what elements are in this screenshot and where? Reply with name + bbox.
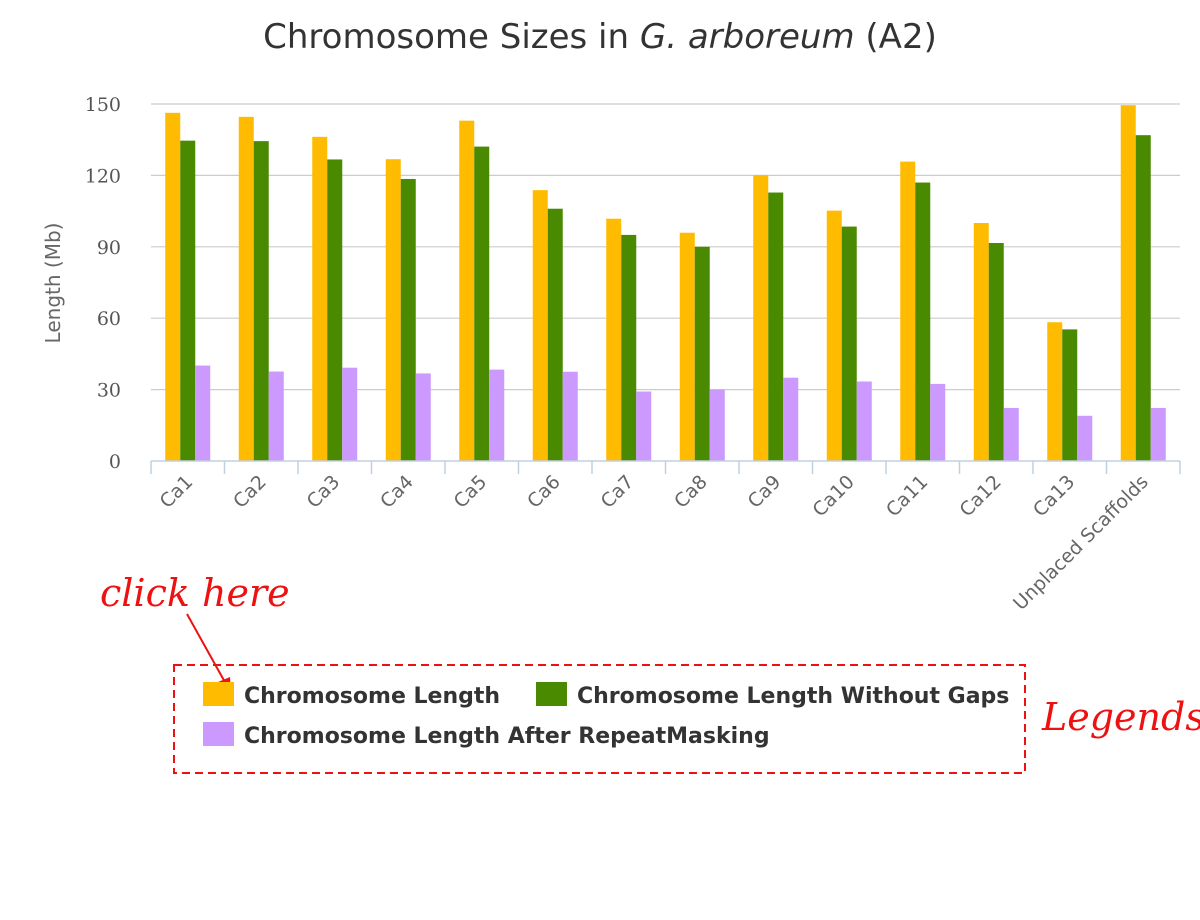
x-tick-label: Ca4 <box>376 471 418 513</box>
x-axis-ticks: Ca1 Ca2 Ca3 Ca4 Ca5 Ca6 Ca7 Ca8 Ca9 Ca10 Ca11 Ca12 C… <box>156 471 1153 615</box>
bar-repeatmasked-unplaced-scaffolds <box>1150 407 1166 461</box>
legend-label[interactable]: Chromosome Length Without Gaps <box>577 684 1009 709</box>
bar-without-gaps-ca5 <box>474 146 490 462</box>
bar-length-ca11 <box>900 161 916 461</box>
bar-length-ca8 <box>679 232 695 461</box>
legend-swatch[interactable] <box>203 722 234 746</box>
legend-label[interactable]: Chromosome Length <box>244 684 500 709</box>
bars <box>165 105 1166 462</box>
bar-without-gaps-ca4 <box>400 178 416 461</box>
bar-without-gaps-ca11 <box>915 182 931 462</box>
bar-without-gaps-ca13 <box>1062 329 1078 461</box>
x-tick-label: Ca13 <box>1029 471 1079 521</box>
chart-title-prefix: Chromosome Sizes in <box>263 17 640 57</box>
legend-label[interactable]: Chromosome Length After RepeatMasking <box>244 724 770 749</box>
x-tick-label: Ca6 <box>523 471 565 513</box>
annotations: click here Legends <box>100 571 1200 774</box>
bar-without-gaps-unplaced-scaffolds <box>1135 135 1151 462</box>
legend-callout-label: Legends <box>1041 695 1200 739</box>
bar-length-ca2 <box>238 116 254 462</box>
bar-length-ca1 <box>165 112 181 461</box>
bar-length-ca4 <box>385 159 401 461</box>
x-tick-label: Ca9 <box>744 471 786 513</box>
x-tick-label: Ca10 <box>809 471 859 521</box>
y-axis-ticks: 0 30 60 90 120 150 <box>85 94 121 473</box>
bar-without-gaps-ca12 <box>988 242 1004 461</box>
bar-repeatmasked-ca1 <box>195 365 211 461</box>
legend-item-chromosome-length-after-repeatmasking[interactable]: Chromosome Length After RepeatMasking <box>203 722 770 749</box>
bar-repeatmasked-ca5 <box>489 369 505 461</box>
x-tick-label: Ca8 <box>670 471 712 513</box>
bar-length-ca13 <box>1047 322 1063 461</box>
bar-repeatmasked-ca12 <box>1003 407 1019 461</box>
bar-length-ca3 <box>312 136 328 461</box>
bar-without-gaps-ca7 <box>621 234 637 461</box>
x-tick-label: Unplaced Scaffolds <box>1009 471 1153 615</box>
bar-repeatmasked-ca6 <box>562 371 578 461</box>
legend-swatch[interactable] <box>203 682 234 706</box>
chart-title-suffix: (A2) <box>855 17 937 57</box>
y-tick-label: 90 <box>97 237 121 259</box>
bar-without-gaps-ca3 <box>327 159 343 462</box>
bar-without-gaps-ca6 <box>547 208 563 461</box>
click-here-annotation: click here <box>100 571 290 615</box>
bar-repeatmasked-ca3 <box>342 367 358 461</box>
bar-without-gaps-ca2 <box>253 141 269 462</box>
x-tick-label: Ca3 <box>303 471 345 513</box>
bar-repeatmasked-ca7 <box>636 391 652 461</box>
bar-repeatmasked-ca10 <box>856 381 872 461</box>
bar-repeatmasked-ca4 <box>415 373 431 461</box>
click-here-arrow-line <box>186 613 227 685</box>
y-tick-label: 120 <box>85 165 121 187</box>
bar-repeatmasked-ca8 <box>709 389 725 461</box>
bar-repeatmasked-ca9 <box>783 377 799 461</box>
chart-title-species: G. arboreum <box>640 17 855 57</box>
bar-length-unplaced-scaffolds <box>1120 105 1136 461</box>
legend-callout-box <box>173 664 1026 774</box>
x-tick-label: Ca5 <box>450 471 492 513</box>
y-axis-label: Length (Mb) <box>41 223 65 344</box>
x-tick-label: Ca12 <box>956 471 1006 521</box>
bar-length-ca12 <box>973 223 989 461</box>
x-tick-label: Ca11 <box>882 471 932 521</box>
bar-without-gaps-ca10 <box>841 226 857 461</box>
bar-length-ca6 <box>532 190 548 461</box>
legend-item-chromosome-length[interactable]: Chromosome Length <box>203 682 500 709</box>
y-tick-label: 150 <box>85 94 121 116</box>
x-tick-label: Ca2 <box>229 471 271 513</box>
bar-repeatmasked-ca11 <box>930 383 946 461</box>
x-tick-label: Ca7 <box>597 471 639 513</box>
legend-swatch[interactable] <box>536 682 567 706</box>
legend-item-chromosome-length-without-gaps[interactable]: Chromosome Length Without Gaps <box>536 682 1009 709</box>
bar-without-gaps-ca9 <box>768 192 784 461</box>
y-tick-label: 60 <box>97 308 121 330</box>
legend: Chromosome Length Chromosome Length Witho… <box>203 682 1009 749</box>
bar-without-gaps-ca8 <box>694 246 710 461</box>
bar-length-ca10 <box>826 210 842 461</box>
chart-title: Chromosome Sizes in G. arboreum (A2) <box>263 17 937 57</box>
bar-repeatmasked-ca13 <box>1077 415 1093 461</box>
y-tick-label: 0 <box>109 451 121 473</box>
bar-length-ca5 <box>459 120 475 461</box>
x-tick-label: Ca1 <box>156 471 198 513</box>
bar-without-gaps-ca1 <box>180 140 196 462</box>
bar-repeatmasked-ca2 <box>268 371 284 461</box>
gridlines <box>151 103 1180 391</box>
y-tick-label: 30 <box>97 380 121 402</box>
bar-length-ca7 <box>606 218 622 461</box>
x-axis <box>150 460 1181 474</box>
bar-length-ca9 <box>753 175 769 462</box>
